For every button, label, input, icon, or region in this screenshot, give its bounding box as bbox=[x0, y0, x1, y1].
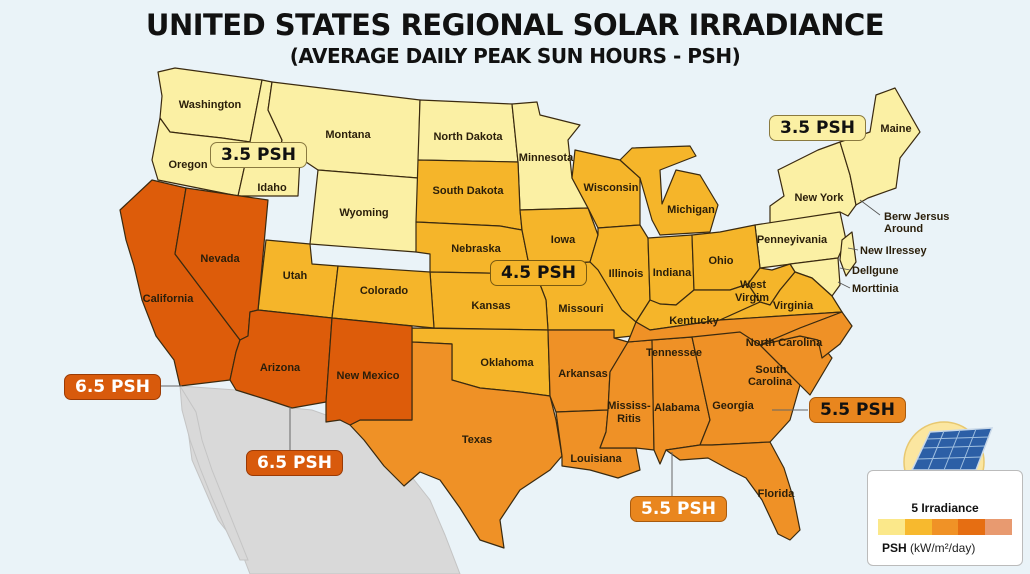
callout-midwest-psh: 4.5 PSH bbox=[490, 260, 587, 286]
label-idaho: Idaho bbox=[257, 182, 287, 194]
label-maine: Maine bbox=[880, 123, 911, 135]
legend-color-scale bbox=[878, 519, 1012, 535]
state-new-york bbox=[769, 141, 857, 227]
label-georgia: Georgia bbox=[712, 400, 754, 412]
legend-unit-rest: (kW/m²/day) bbox=[906, 541, 976, 555]
label-ohio: Ohio bbox=[708, 255, 733, 267]
label-west-virginia-2: Virgim bbox=[735, 292, 769, 304]
callout-southeast-gulf-psh: 5.5 PSH bbox=[630, 496, 727, 522]
label-florida: Florida bbox=[758, 488, 796, 500]
label-new-york: New York bbox=[794, 192, 844, 204]
label-arkansas: Arkansas bbox=[558, 368, 608, 380]
state-new-jersey bbox=[839, 231, 857, 277]
callout-southeast-atlantic-psh: 5.5 PSH bbox=[809, 397, 906, 423]
label-ne-new-ilressey: New Ilressey bbox=[860, 245, 928, 257]
label-alabama: Alabama bbox=[654, 402, 701, 414]
label-utah: Utah bbox=[283, 270, 308, 282]
page-subtitle: (AVERAGE DAILY PEAK SUN HOURS - PSH) bbox=[289, 44, 741, 68]
legend-title: 5 Irradiance bbox=[911, 501, 979, 515]
label-texas: Texas bbox=[462, 434, 492, 446]
label-mississippi-2: Ritis bbox=[617, 413, 641, 425]
label-wisconsin: Wisconsin bbox=[584, 182, 639, 194]
label-tennessee: Tennessee bbox=[646, 347, 702, 359]
label-pennsylvania: Penneyivania bbox=[757, 234, 828, 246]
label-indiana: Indiana bbox=[653, 267, 692, 279]
label-new-mexico: New Mexico bbox=[337, 370, 400, 382]
label-colorado: Colorado bbox=[360, 285, 409, 297]
label-nebraska: Nebraska bbox=[451, 243, 501, 255]
label-south-dakota: South Dakota bbox=[433, 185, 505, 197]
label-michigan: Michigan bbox=[667, 204, 715, 216]
label-montana: Montana bbox=[325, 129, 371, 141]
state-georgia bbox=[691, 331, 801, 446]
label-south-carolina-1: South bbox=[755, 364, 786, 376]
label-kansas: Kansas bbox=[471, 300, 510, 312]
state-texas bbox=[349, 341, 563, 549]
label-mississippi-1: Mississ- bbox=[607, 400, 651, 412]
label-illinois: Illinois bbox=[609, 268, 644, 280]
label-north-dakota: North Dakota bbox=[433, 131, 503, 143]
label-california: California bbox=[143, 293, 195, 305]
callout-northwest-psh: 3.5 PSH bbox=[210, 142, 307, 168]
label-ne-morttinia: Morttinia bbox=[852, 283, 899, 295]
label-west-virginia-1: West bbox=[740, 279, 766, 291]
callout-southwest-coast-psh: 6.5 PSH bbox=[64, 374, 161, 400]
page-title: UNITED STATES REGIONAL SOLAR IRRADIANCE bbox=[145, 8, 885, 42]
state-new-england bbox=[839, 87, 921, 206]
state-florida bbox=[665, 441, 801, 541]
label-virginia: Virginia bbox=[773, 300, 814, 312]
label-ne-around: Around bbox=[884, 223, 923, 235]
label-oklahoma: Oklahoma bbox=[480, 357, 534, 369]
baja-california bbox=[179, 385, 249, 561]
label-nevada: Nevada bbox=[200, 253, 240, 265]
label-minnesota: Minnesota bbox=[519, 152, 574, 164]
legend: 5 Irradiance PSH (kW/m²/day) bbox=[867, 470, 1023, 566]
label-kentucky: Kentucky bbox=[669, 315, 719, 327]
label-south-carolina-2: Carolina bbox=[748, 376, 793, 388]
label-north-carolina: North Carolina bbox=[746, 337, 823, 349]
label-louisiana: Louisiana bbox=[570, 453, 622, 465]
callout-southwest-border-psh: 6.5 PSH bbox=[246, 450, 343, 476]
label-iowa: Iowa bbox=[551, 234, 576, 246]
label-oregon: Oregon bbox=[168, 159, 207, 171]
label-missouri: Missouri bbox=[558, 303, 603, 315]
legend-unit: PSH (kW/m²/day) bbox=[882, 541, 975, 555]
legend-swatch-4 bbox=[958, 519, 986, 535]
northeast-leaders bbox=[837, 199, 881, 289]
legend-swatch-1 bbox=[878, 519, 905, 535]
state-north-carolina bbox=[759, 311, 853, 359]
state-michigan bbox=[619, 145, 719, 236]
legend-swatch-3 bbox=[931, 519, 959, 535]
state-new-mexico bbox=[325, 317, 413, 426]
legend-swatch-5 bbox=[985, 519, 1012, 535]
label-washington: Washington bbox=[179, 99, 242, 111]
callout-northeast-psh: 3.5 PSH bbox=[769, 115, 866, 141]
label-ne-dellgune: Dellgune bbox=[852, 265, 898, 277]
state-colorado bbox=[331, 265, 435, 329]
label-arizona: Arizona bbox=[260, 362, 301, 374]
label-ne-berw-jersus: Berw Jersus bbox=[884, 211, 949, 223]
legend-unit-bold: PSH bbox=[882, 541, 907, 555]
legend-swatch-2 bbox=[904, 519, 932, 535]
label-wyoming: Wyoming bbox=[339, 207, 388, 219]
